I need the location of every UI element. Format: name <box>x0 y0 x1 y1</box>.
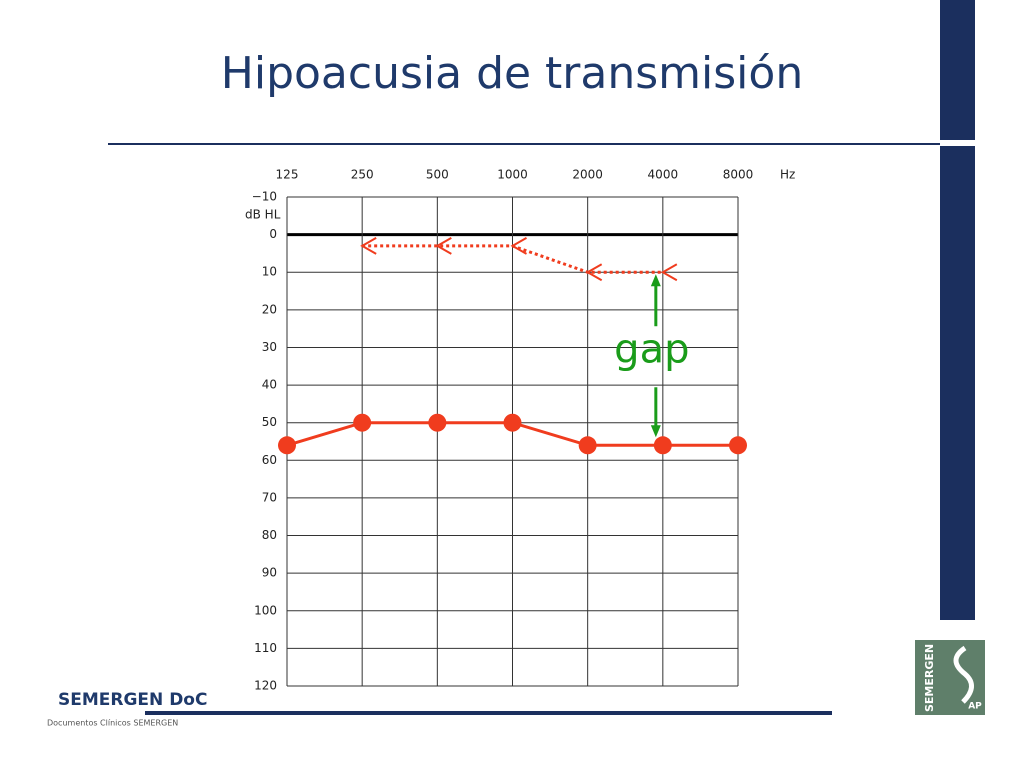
logo-text: SEMERGEN <box>923 644 936 712</box>
y-tick-label: 20 <box>262 302 277 316</box>
marker <box>510 237 527 255</box>
y-tick-label: 110 <box>254 641 277 655</box>
footer-brand: SEMERGEN DoC <box>58 690 207 710</box>
marker <box>278 436 296 455</box>
x-unit: Hz <box>780 168 795 182</box>
marker <box>660 263 678 282</box>
x-tick-label: 4000 <box>648 168 679 182</box>
y-tick-label: 60 <box>262 453 277 467</box>
y-tick-label: 0 <box>269 227 277 241</box>
marker <box>578 436 597 455</box>
side-bar <box>940 0 975 620</box>
y-tick-label: 70 <box>262 490 277 504</box>
marker <box>435 237 452 255</box>
y-tick-label: 120 <box>254 679 277 693</box>
marker <box>353 413 372 432</box>
logo <box>915 640 985 715</box>
gap-label: gap <box>614 327 689 373</box>
logo-badge: AP <box>968 702 982 712</box>
y-tick-label: 80 <box>262 528 277 542</box>
y-tick-label: 30 <box>262 340 277 354</box>
marker <box>503 413 522 432</box>
y-label: dB HL <box>245 208 281 222</box>
marker <box>653 436 672 455</box>
y-tick-label: 50 <box>262 415 277 429</box>
side-bar-gap <box>940 140 975 146</box>
x-tick-label: 8000 <box>723 168 754 182</box>
y-tick-label: 90 <box>262 566 277 580</box>
gap-arrow-head <box>650 425 661 438</box>
marker <box>585 263 603 282</box>
y-tick-label: 100 <box>254 603 277 617</box>
slide-title: Hipoacusia de transmisión <box>221 48 803 99</box>
logo-symbol <box>953 645 974 704</box>
marker <box>360 237 377 255</box>
x-tick-label: 125 <box>276 168 299 182</box>
x-tick-label: 1000 <box>497 168 528 182</box>
marker <box>729 436 747 455</box>
gap-arrow-head <box>650 274 661 287</box>
marker <box>428 413 447 432</box>
y-tick-label: 40 <box>262 378 277 392</box>
y-tick-label: −10 <box>252 190 277 204</box>
x-tick-label: 2000 <box>572 168 603 182</box>
y-tick-label: 10 <box>262 265 277 279</box>
x-tick-label: 250 <box>351 168 374 182</box>
x-tick-label: 500 <box>426 168 449 182</box>
footer-subtitle: Documentos Clínicos SEMERGEN <box>47 719 178 728</box>
